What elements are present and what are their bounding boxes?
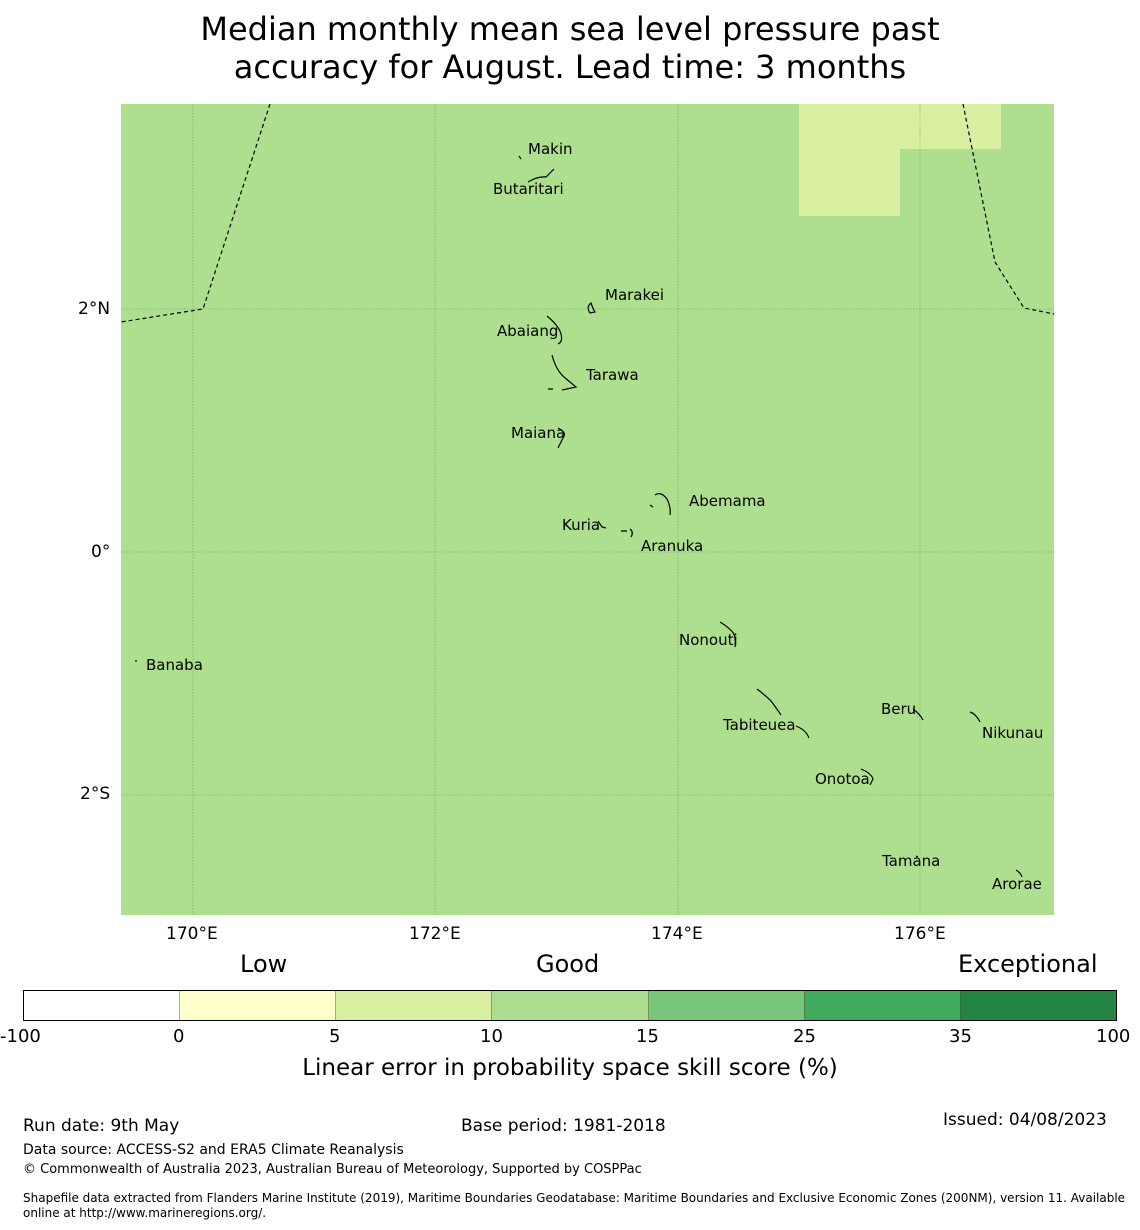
shapefile-credit-line-2: online at http://www.marineregions.org/.: [23, 1206, 267, 1220]
island-maiana: [557, 427, 565, 449]
eez-boundary-east: [962, 103, 1055, 315]
place-label-maiana: Maiana: [511, 424, 566, 442]
place-label-arorae: Arorae: [992, 875, 1042, 893]
title-line-1: Median monthly mean sea level pressure p…: [200, 10, 940, 48]
island-aranuka: [621, 528, 633, 538]
colorbar-tick: 10: [480, 1026, 503, 1047]
colorbar-segment: [492, 991, 649, 1020]
colorbar-segment: [960, 991, 1116, 1020]
island-nikunau: [969, 711, 981, 723]
island-tamana: [915, 855, 919, 858]
colorbar-segment: [180, 991, 337, 1020]
place-label-marakei: Marakei: [605, 286, 665, 304]
island-onotoa: [860, 768, 874, 786]
island-abemama: [649, 493, 671, 516]
island-kuria: [597, 520, 607, 529]
title-line-2: accuracy for August. Lead time: 3 months: [233, 48, 907, 86]
colorbar-tick: 5: [329, 1026, 341, 1047]
place-label-tabiteuea: Tabiteuea: [723, 716, 796, 734]
skill-patch-5-10: [799, 104, 1001, 216]
place-label-onotoa: Onotoa: [815, 770, 870, 788]
place-label-banaba: Banaba: [146, 656, 203, 674]
shapefile-credit-line-1: Shapefile data extracted from Flanders M…: [23, 1191, 1126, 1205]
place-label-butaritari: Butaritari: [493, 180, 564, 198]
lat-tick-2n: 2°N: [78, 299, 111, 319]
place-label-makin: Makin: [528, 140, 573, 158]
colorbar-label: Linear error in probability space skill …: [302, 1055, 838, 1081]
eez-boundary-west: [120, 103, 271, 323]
place-label-nikunau: Nikunau: [982, 724, 1044, 742]
colorbar-segment: [24, 991, 181, 1020]
place-label-kuria: Kuria: [562, 516, 601, 534]
island-marakei: [587, 301, 596, 314]
island-beru: [912, 708, 924, 721]
legend-category-exceptional: Exceptional: [958, 950, 1098, 978]
colorbar-tick: 35: [949, 1026, 972, 1047]
island-tarawa: [548, 354, 578, 391]
island-makin: [518, 155, 522, 160]
island-tabiteuea: [756, 688, 810, 739]
colorbar: [23, 990, 1117, 1021]
place-label-nonouti: Nonouti: [679, 631, 738, 649]
place-label-abaiang: Abaiang: [497, 322, 559, 340]
place-label-aranuka: Aranuka: [641, 537, 704, 555]
lat-tick-2s: 2°S: [80, 784, 111, 804]
copyright: © Commonwealth of Australia 2023, Austra…: [23, 1162, 642, 1177]
place-label-beru: Beru: [881, 700, 917, 718]
lon-tick-174e: 174°E: [651, 924, 703, 944]
data-source: Data source: ACCESS-S2 and ERA5 Climate …: [23, 1142, 404, 1158]
legend-category-good: Good: [536, 950, 600, 978]
colorbar-tick: 0: [173, 1026, 185, 1047]
lon-tick-170e: 170°E: [166, 924, 218, 944]
run-date: Run date: 9th May: [23, 1116, 180, 1136]
lat-tick-0: 0°: [91, 542, 111, 562]
issued-date: Issued: 04/08/2023: [943, 1110, 1107, 1130]
colorbar-tick: -100: [0, 1026, 41, 1047]
place-label-tamana: Tamana: [882, 852, 941, 870]
lon-tick-176e: 176°E: [894, 924, 946, 944]
island-outlines: [135, 155, 1023, 878]
skill-field: [121, 104, 1054, 915]
chart-title: Median monthly mean sea level pressure p…: [0, 10, 1140, 86]
colorbar-segment: [648, 991, 805, 1020]
colorbar-tick: 100: [1096, 1026, 1131, 1047]
colorbar-segment: [804, 991, 961, 1020]
island-abaiang: [546, 315, 563, 345]
map-svg: [120, 103, 1055, 915]
lon-tick-172e: 172°E: [409, 924, 461, 944]
eez-boundaries: [120, 103, 1055, 323]
place-label-abemama: Abemama: [689, 492, 766, 510]
place-label-tarawa: Tarawa: [586, 366, 639, 384]
base-period: Base period: 1981-2018: [461, 1116, 666, 1136]
legend-category-low: Low: [240, 950, 288, 978]
island-nonouti: [719, 621, 736, 648]
colorbar-tick: 25: [793, 1026, 816, 1047]
graticule: [121, 104, 1054, 915]
island-arorae: [1015, 869, 1023, 878]
colorbar-segment: [336, 991, 493, 1020]
colorbar-tick: 15: [636, 1026, 659, 1047]
island-butaritari: [527, 168, 555, 183]
